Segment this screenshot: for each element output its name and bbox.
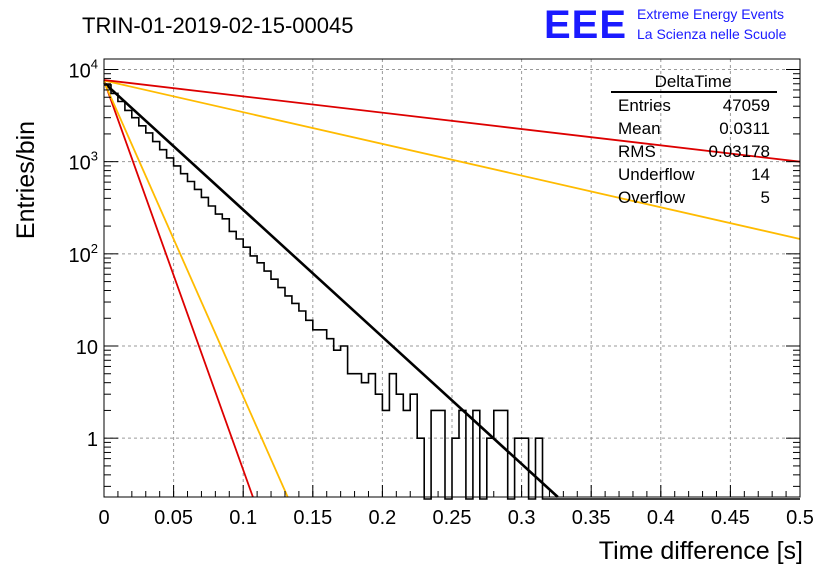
x-tick-label: 0.25	[433, 507, 472, 529]
stats-label-entries: Entries	[618, 96, 671, 115]
x-tick-label: 0.4	[647, 507, 675, 529]
x-tick-label: 0	[98, 507, 109, 529]
axis-ticks	[103, 69, 801, 497]
eee-logo-subtitle-2: La Scienza nelle Scuole	[637, 26, 787, 42]
y-tick-labels: 1 10 102 103 104	[69, 57, 98, 452]
grid-lines	[104, 59, 800, 497]
stats-value-overflow: 5	[761, 188, 770, 207]
chart-title: TRIN-01-2019-02-15-00045	[82, 13, 354, 38]
series-line	[103, 79, 801, 240]
x-tick-label: 0.15	[293, 507, 332, 529]
y-tick-label: 1	[87, 429, 98, 451]
stats-value-mean: 0.0311	[719, 119, 770, 138]
y-tick-label: 10	[76, 337, 98, 359]
x-tick-label: 0.3	[508, 507, 536, 529]
y-tick-label: 102	[69, 241, 98, 267]
x-tick-label: 0.35	[572, 507, 611, 529]
series-line	[103, 80, 254, 498]
stats-label-overflow: Overflow	[618, 188, 686, 207]
eee-logo-text: EEE	[544, 3, 627, 47]
y-tick-label: 104	[69, 57, 98, 83]
x-tick-label: 0.1	[229, 507, 257, 529]
stats-label-rms: RMS	[618, 142, 656, 161]
x-tick-label: 0.5	[786, 507, 814, 529]
stats-label-underflow: Underflow	[618, 165, 695, 184]
x-axis-title: Time difference [s]	[599, 537, 803, 565]
x-tick-label: 0.45	[711, 507, 750, 529]
series-line	[103, 79, 801, 163]
x-tick-label: 0.05	[154, 507, 193, 529]
y-axis-title: Entries/bin	[12, 121, 40, 239]
stats-box: DeltaTime Entries 47059 Mean 0.0311 RMS …	[611, 72, 777, 207]
x-tick-labels: 0 0.05 0.1 0.15 0.2 0.25 0.3 0.35 0.4 0.45 0.5	[98, 507, 813, 529]
stats-value-rms: 0.03178	[709, 142, 770, 161]
x-tick-label: 0.2	[368, 507, 396, 529]
stats-title: DeltaTime	[655, 72, 732, 91]
stats-value-entries: 47059	[723, 96, 770, 115]
stats-label-mean: Mean	[618, 119, 661, 138]
series-line	[103, 81, 559, 498]
fit-curves	[103, 79, 801, 498]
histogram-steps	[104, 84, 800, 500]
eee-logo-subtitle-1: Extreme Energy Events	[637, 6, 784, 22]
series-line	[103, 81, 289, 498]
stats-value-underflow: 14	[751, 165, 770, 184]
y-tick-label: 103	[69, 149, 98, 175]
